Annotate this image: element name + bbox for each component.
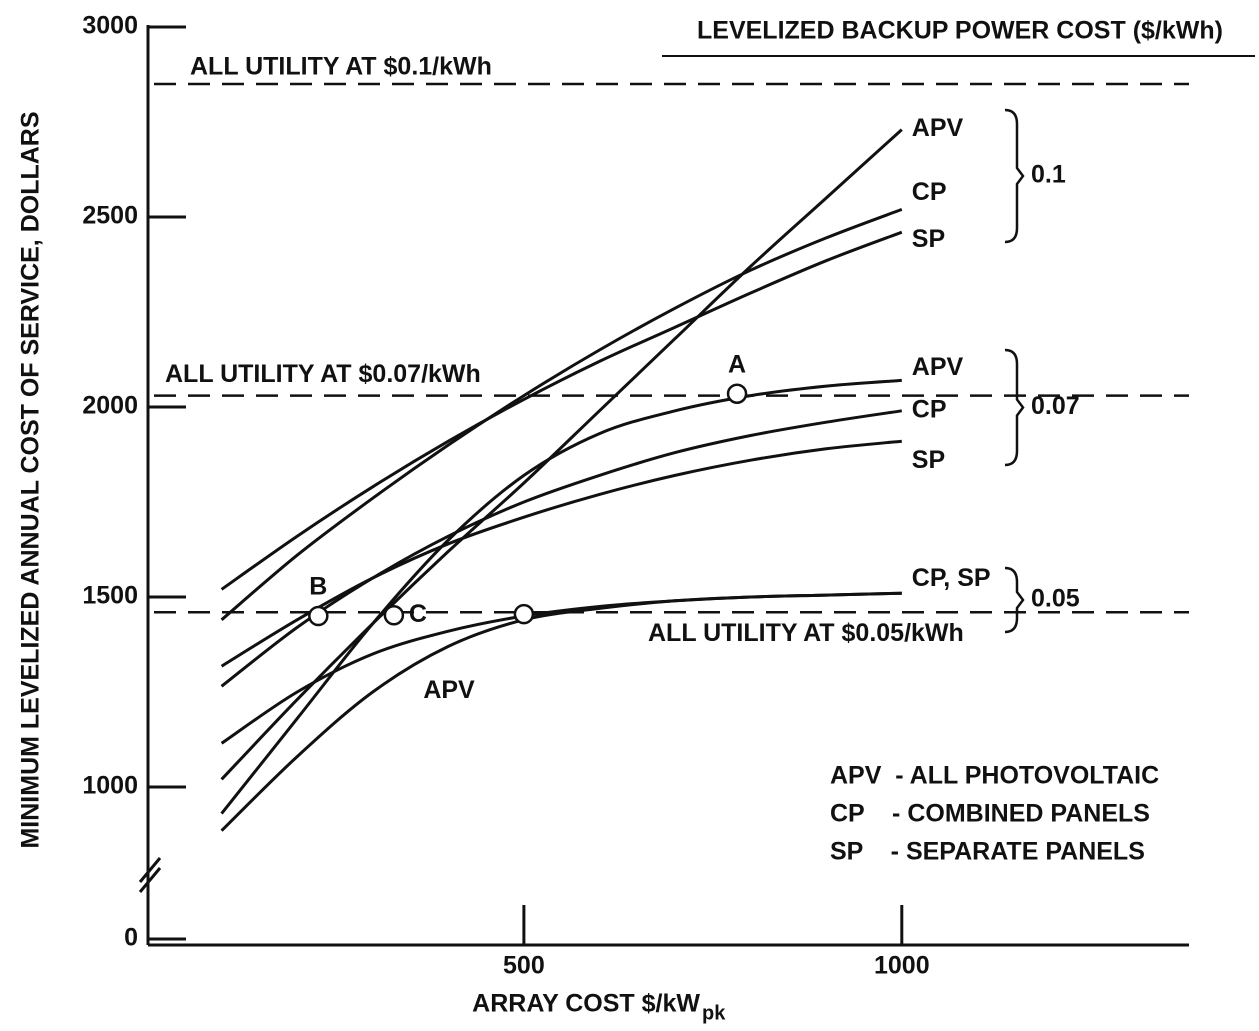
series-line: [220, 378, 902, 815]
x-axis-label: ARRAY COST $/kW: [472, 990, 700, 1018]
point: [513, 603, 535, 625]
point-label: A: [728, 350, 746, 378]
series-label: APV: [912, 114, 964, 142]
legend-entry: CP - COMBINED PANELS: [830, 800, 1150, 828]
series-label: SP: [912, 225, 945, 253]
header: LEVELIZED BACKUP POWER COST ($/kWh): [697, 17, 1223, 45]
point: [308, 605, 329, 627]
x-tick-label: 1000: [874, 952, 930, 980]
series-label: CP: [912, 395, 947, 423]
y-tick-label: 3000: [82, 12, 138, 40]
legend-entry: APV - ALL PHOTOVOLTAIC: [830, 762, 1159, 790]
axis-break: [138, 857, 162, 883]
series-line: [220, 230, 903, 591]
series-line: [220, 128, 903, 781]
series-label: APV: [423, 676, 475, 704]
point-label: B: [309, 573, 327, 601]
y-tick-label: 2000: [82, 392, 138, 420]
reference-label: ALL UTILITY AT $0.05/kWh: [648, 619, 964, 647]
series-line: [220, 439, 902, 668]
x-tick-label: 500: [503, 952, 545, 980]
point-label: C: [409, 600, 427, 628]
point: [726, 383, 748, 404]
point: [383, 604, 405, 626]
group-bracket: [1004, 348, 1025, 467]
series-line: [220, 207, 903, 621]
x-axis-label-subscript: pk: [702, 1002, 726, 1024]
series-label: CP: [912, 178, 947, 206]
reference-label: ALL UTILITY AT $0.07/kWh: [165, 360, 481, 388]
series-line: [220, 591, 902, 832]
series-line: [220, 409, 903, 688]
group-label: 0.07: [1031, 392, 1080, 420]
group-bracket: [1004, 108, 1025, 244]
y-tick-label: 2500: [82, 202, 138, 230]
series-label: APV: [912, 353, 964, 381]
axis-break: [138, 867, 162, 893]
y-tick-label: 1000: [82, 772, 138, 800]
y-tick-label: 0: [124, 924, 138, 952]
series-label: CP, SP: [912, 564, 991, 592]
reference-label: ALL UTILITY AT $0.1/kWh: [190, 53, 492, 81]
group-label: 0.05: [1031, 585, 1080, 613]
legend-entry: SP - SEPARATE PANELS: [830, 838, 1145, 866]
series-label: SP: [912, 446, 945, 474]
y-tick-label: 1500: [82, 582, 138, 610]
y-axis-label: MINIMUM LEVELIZED ANNUAL COST OF SERVICE…: [17, 111, 45, 848]
group-label: 0.1: [1031, 161, 1066, 189]
group-bracket: [1004, 566, 1025, 634]
